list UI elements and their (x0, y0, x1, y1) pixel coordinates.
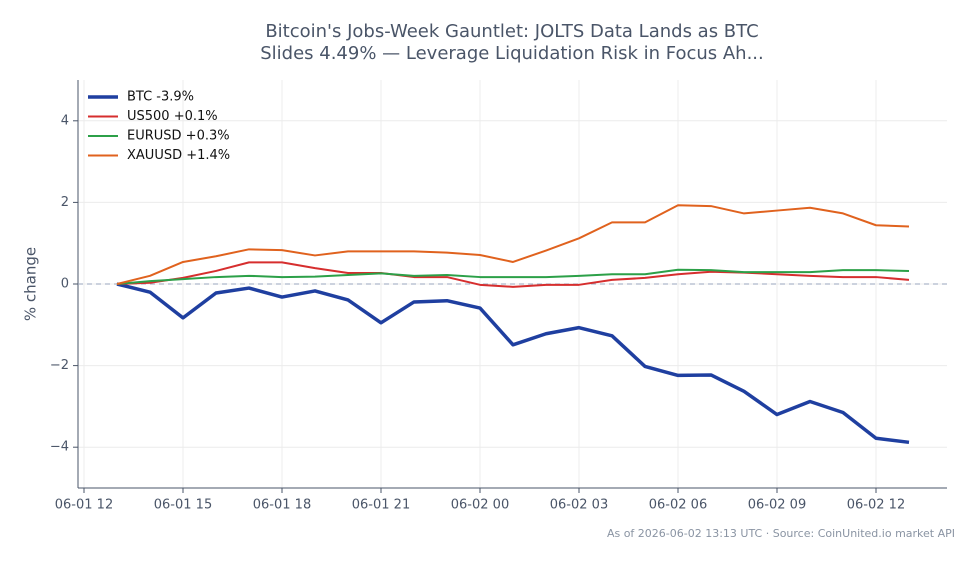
x-tick-label: 06-02 03 (550, 498, 608, 513)
x-tick-label: 06-01 12 (55, 498, 113, 513)
x-tick-label: 06-02 12 (847, 498, 905, 513)
y-tick-label: 0 (61, 277, 69, 292)
chart-title: Bitcoin's Jobs-Week Gauntlet: JOLTS Data… (260, 21, 764, 64)
x-tick-label: 06-02 06 (649, 498, 707, 513)
footnote: As of 2026-06-02 13:13 UTC · Source: Coi… (607, 527, 955, 540)
series-line (116, 261, 910, 288)
y-tick-label: −2 (50, 358, 69, 373)
y-tick-label: −4 (50, 440, 69, 455)
y-tick-label: 4 (61, 113, 69, 128)
x-tick-label: 06-01 18 (253, 498, 311, 513)
y-axis-label: % change (22, 247, 40, 321)
x-tick-label: 06-01 21 (352, 498, 410, 513)
legend-label: EURUSD +0.3% (127, 129, 230, 144)
x-tick-label: 06-01 15 (154, 498, 212, 513)
legend-label: XAUUSD +1.4% (127, 148, 230, 163)
y-tick-label: 2 (61, 195, 69, 210)
series-line (116, 204, 910, 285)
legend-label: BTC -3.9% (127, 90, 194, 105)
x-tick-label: 06-02 09 (748, 498, 806, 513)
series-line (116, 282, 910, 445)
legend-label: US500 +0.1% (127, 109, 218, 124)
series-line (116, 268, 910, 285)
x-tick-label: 06-02 00 (451, 498, 509, 513)
